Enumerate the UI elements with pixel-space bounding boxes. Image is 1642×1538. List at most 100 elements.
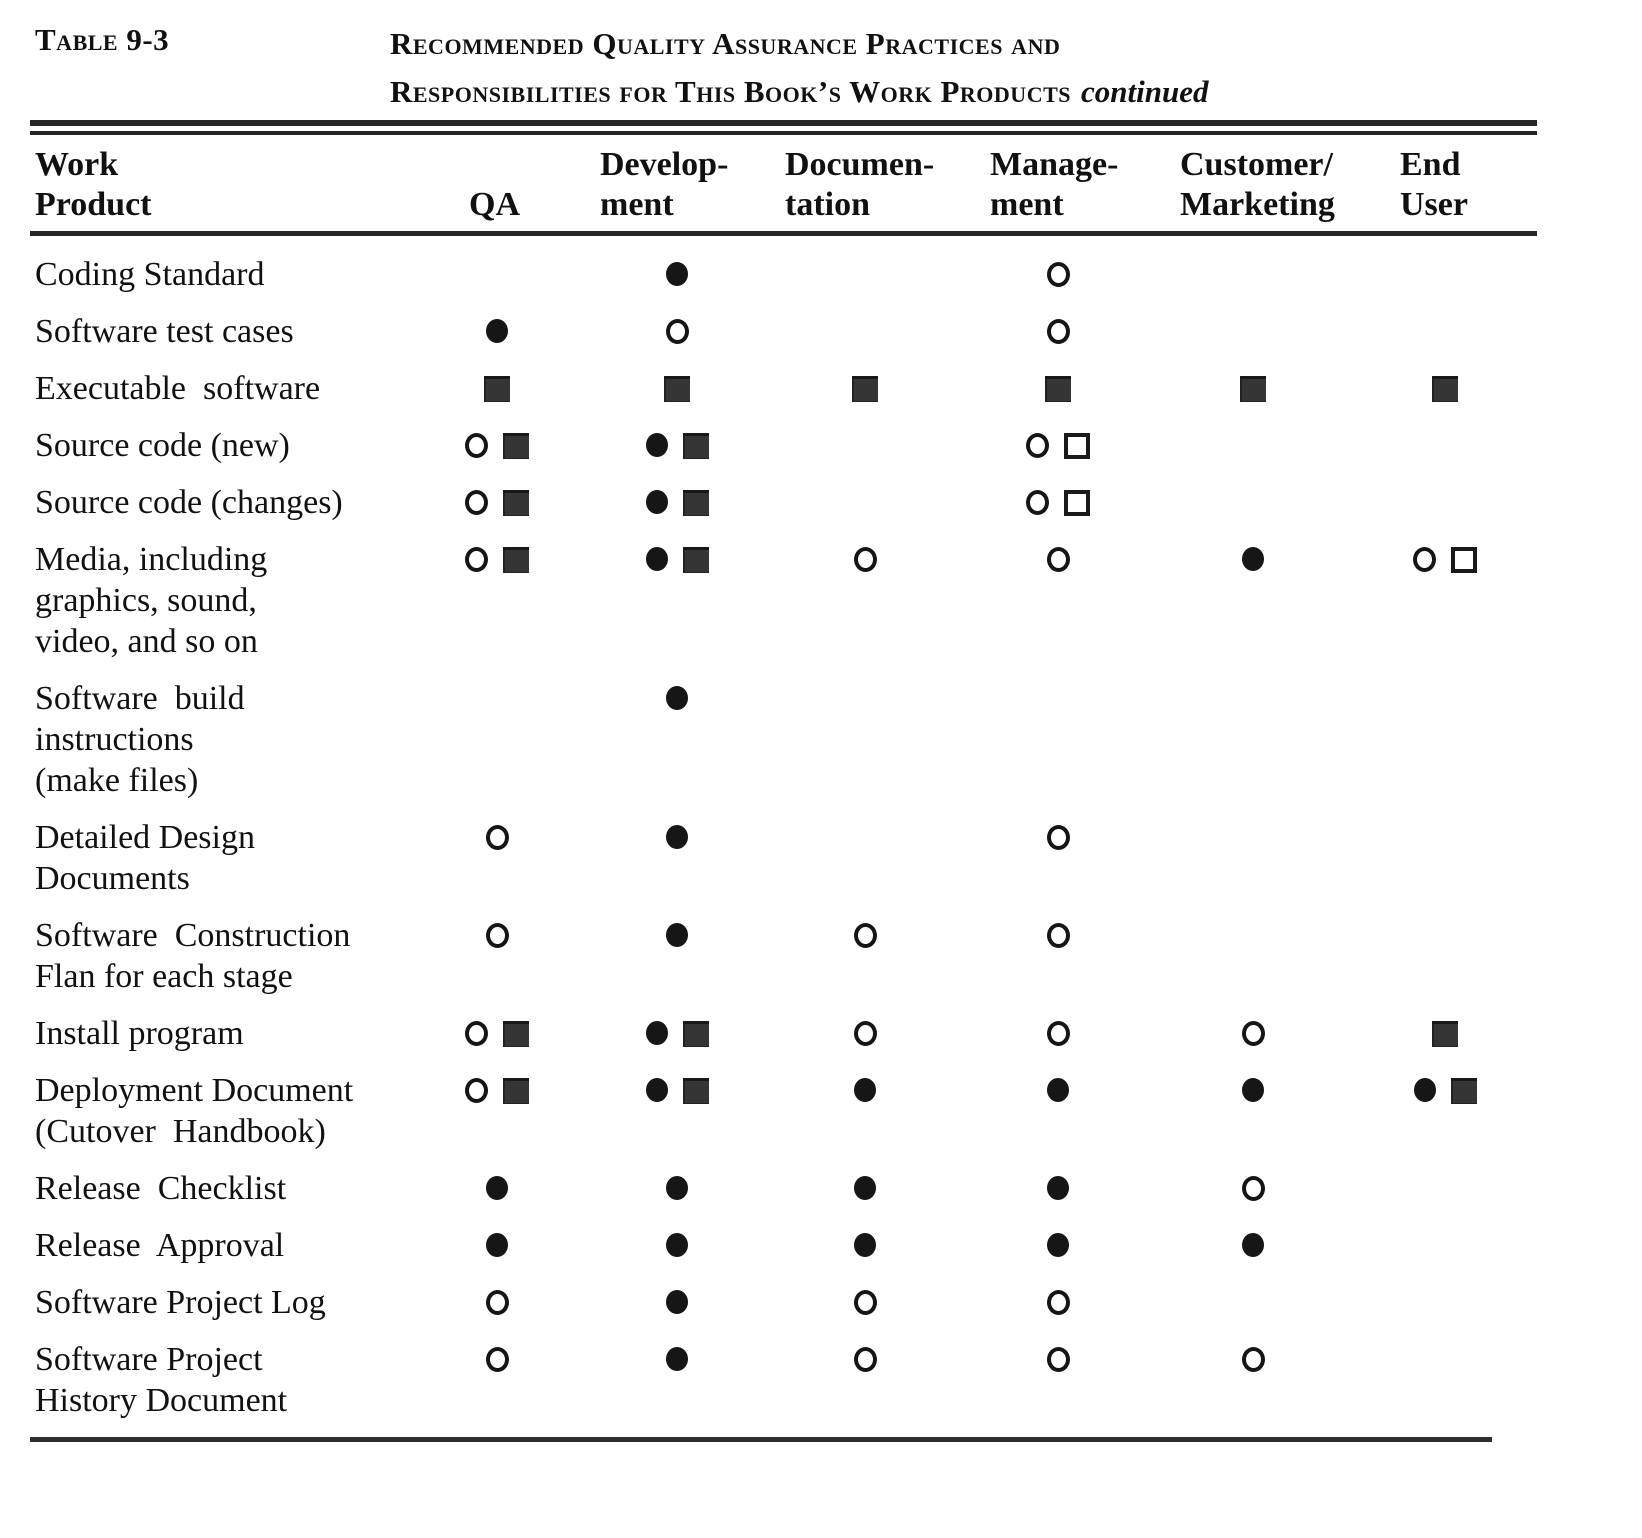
work-product-label: Detailed Design Documents (30, 817, 407, 899)
responsibility-cell (1153, 678, 1353, 801)
responsibility-cell (1153, 1070, 1353, 1152)
column-header-development: Develop- ment (587, 145, 767, 225)
responsibility-cell (407, 1168, 587, 1209)
top-rule-outer (30, 120, 1537, 126)
filled-circle-icon (666, 1233, 688, 1257)
work-product-label: Software Project History Document (30, 1339, 407, 1421)
responsibility-cell (587, 539, 767, 662)
open-circle-icon (1046, 262, 1070, 287)
column-header-line: ment (990, 186, 1064, 223)
top-rule-inner (30, 131, 1537, 135)
responsibility-cell (963, 539, 1153, 662)
filled-square-icon (503, 433, 529, 459)
open-circle-icon (485, 923, 509, 948)
responsibility-cell (1153, 311, 1353, 352)
responsibility-cell (407, 482, 587, 523)
table-row: Release Checklist (30, 1168, 1537, 1209)
responsibility-cell (1353, 254, 1537, 295)
responsibility-cell (963, 254, 1153, 295)
responsibility-cell (963, 368, 1153, 409)
responsibility-cell (1353, 368, 1537, 409)
column-header-work-product: Work Product (30, 145, 407, 225)
open-square-icon (1064, 490, 1090, 516)
column-header-qa: QA (407, 145, 587, 225)
responsibility-cell (963, 1013, 1153, 1054)
work-product-label-line: (make files) (35, 762, 199, 799)
filled-circle-icon (666, 1176, 688, 1200)
column-header-line: Customer/ (1180, 146, 1333, 183)
responsibility-cell (767, 915, 963, 997)
filled-square-icon (1240, 376, 1266, 402)
work-product-label-line: Coding Standard (35, 256, 265, 293)
open-circle-icon (853, 1347, 877, 1372)
responsibility-cell (587, 254, 767, 295)
responsibility-cell (963, 1225, 1153, 1266)
filled-circle-icon (486, 1176, 508, 1200)
work-product-label: Software build instructions (make files) (30, 678, 407, 801)
responsibility-cell (963, 1070, 1153, 1152)
responsibility-cell (963, 817, 1153, 899)
responsibility-cell (407, 1013, 587, 1054)
responsibility-cell (587, 915, 767, 997)
work-product-label-line: Media, including (35, 541, 268, 578)
open-circle-icon (1046, 1347, 1070, 1372)
filled-circle-icon (645, 1078, 668, 1102)
open-circle-icon (853, 923, 877, 948)
responsibility-cell (1353, 1282, 1537, 1323)
work-product-label: Software Construction Flan for each stage (30, 915, 407, 997)
work-product-label: Software Project Log (30, 1282, 407, 1323)
table-title-line2: Responsibilities for This Book’s Work Pr… (390, 68, 1208, 116)
open-circle-icon (853, 1021, 877, 1046)
open-circle-icon (853, 1290, 877, 1315)
table-row: Source code (changes) (30, 482, 1537, 523)
open-circle-icon (1046, 1290, 1070, 1315)
filled-square-icon (682, 433, 709, 459)
table-row: Release Approval (30, 1225, 1537, 1266)
filled-circle-icon (854, 1233, 876, 1257)
column-header-line: Marketing (1180, 186, 1335, 223)
responsibility-cell (407, 817, 587, 899)
responsibility-cell (587, 1282, 767, 1323)
column-header-line: Documen- (785, 146, 935, 183)
column-header-end-user: End User (1353, 145, 1537, 225)
responsibility-cell (587, 482, 767, 523)
filled-square-icon (503, 1021, 529, 1047)
column-header-line: End (1400, 146, 1461, 183)
work-product-label-line: Install program (35, 1015, 244, 1052)
responsibility-cell (767, 311, 963, 352)
work-product-label: Release Checklist (30, 1168, 407, 1209)
responsibility-cell (587, 678, 767, 801)
open-square-icon (1064, 433, 1090, 459)
responsibility-cell (1353, 678, 1537, 801)
table-row: Software Construction Flan for each stage (30, 915, 1537, 997)
work-product-label-line: Software Construction (35, 917, 351, 954)
filled-circle-icon (666, 686, 688, 710)
table-row: Executable software (30, 368, 1537, 409)
responsibility-cell (963, 425, 1153, 466)
open-circle-icon (465, 490, 488, 515)
responsibility-cell (1153, 425, 1353, 466)
open-circle-icon (1241, 1347, 1265, 1372)
open-circle-icon (1026, 433, 1049, 458)
work-product-label: Software test cases (30, 311, 407, 352)
column-header-management: Manage- ment (963, 145, 1153, 225)
filled-circle-icon (854, 1176, 876, 1200)
work-product-label-line: Software test cases (35, 313, 294, 350)
table-header-row: Work Product QA Develop- ment Documen- t… (30, 145, 1537, 225)
table-row: Coding Standard (30, 254, 1537, 295)
table-row: Software test cases (30, 311, 1537, 352)
responsibility-cell (1153, 1168, 1353, 1209)
open-circle-icon (1046, 923, 1070, 948)
work-product-label-line: Software Project (35, 1341, 263, 1378)
work-product-label-line: instructions (35, 721, 194, 758)
responsibility-cell (767, 539, 963, 662)
filled-circle-icon (645, 547, 668, 571)
filled-square-icon (503, 490, 529, 516)
work-product-label: Release Approval (30, 1225, 407, 1266)
column-header-line (469, 145, 587, 185)
table-row: Software Project Log (30, 1282, 1537, 1323)
responsibility-cell (963, 1339, 1153, 1421)
responsibility-cell (1353, 482, 1537, 523)
responsibility-cell (587, 1070, 767, 1152)
filled-circle-icon (666, 1290, 688, 1314)
